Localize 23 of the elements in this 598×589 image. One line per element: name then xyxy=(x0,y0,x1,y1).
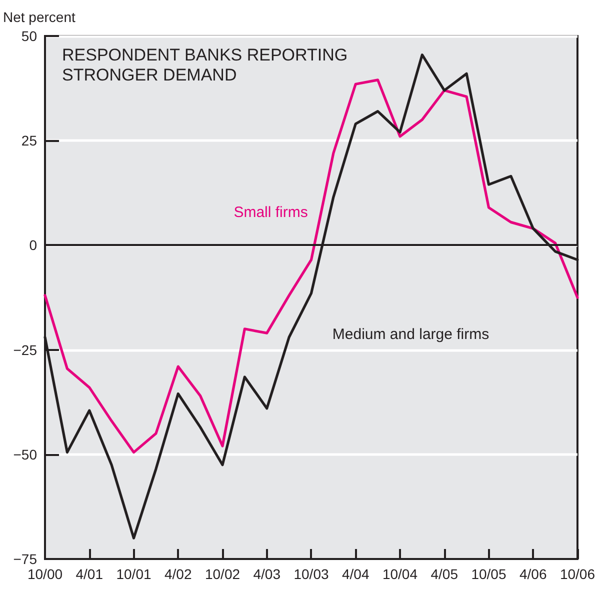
x-tick-label: 10/03 xyxy=(294,566,329,582)
series-label: Small firms xyxy=(234,204,308,221)
y-tick-label: 50 xyxy=(21,28,38,44)
x-tick-label: 10/05 xyxy=(471,566,506,582)
x-tick-label: 4/01 xyxy=(76,566,104,582)
x-tick-label: 10/06 xyxy=(560,566,596,582)
x-tick-label: 4/03 xyxy=(253,566,281,582)
y-tick-label: −75 xyxy=(13,551,38,567)
y-axis-title: Net percent xyxy=(3,9,76,25)
x-tick-label: 4/02 xyxy=(164,566,192,582)
x-tick-label: 10/04 xyxy=(382,566,418,582)
y-tick-label: −50 xyxy=(13,446,38,462)
text: Medium and large firms xyxy=(332,326,490,343)
x-tick-label: 4/04 xyxy=(342,566,370,582)
x-tick-label: 10/00 xyxy=(27,566,63,582)
text: RESPONDENT BANKS REPORTING STRONGER DEMAND xyxy=(62,46,352,84)
x-tick-label: 4/05 xyxy=(430,566,458,582)
x-tick-label: 10/02 xyxy=(204,566,240,582)
y-tick-label: −25 xyxy=(13,342,38,358)
y-tick-label: 0 xyxy=(29,237,38,254)
x-tick-label: 4/06 xyxy=(519,566,547,582)
y-tick-label: 25 xyxy=(21,132,38,149)
x-tick-label: 10/01 xyxy=(116,566,152,582)
